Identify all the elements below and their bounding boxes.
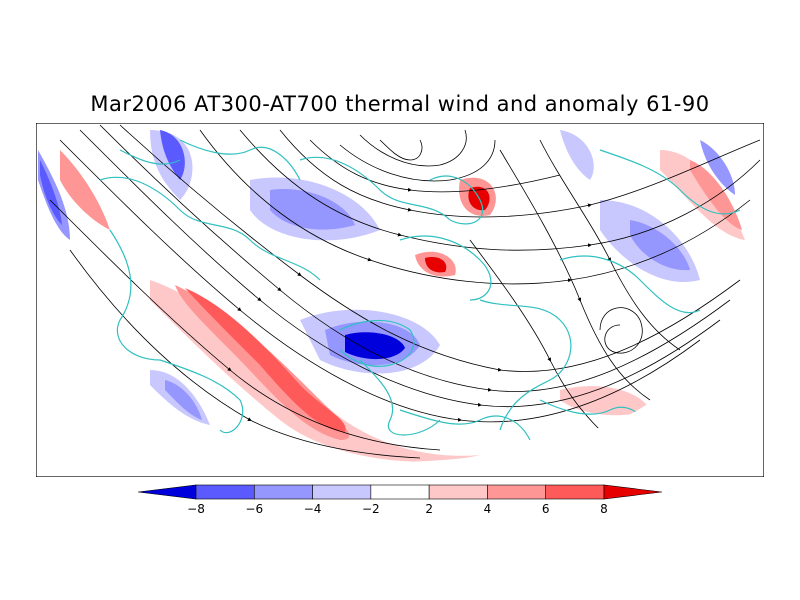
colorbar: −8 −6 −4 −2 2 4 6 8 xyxy=(137,484,663,516)
colorbar-tick-label: 2 xyxy=(425,502,433,516)
colorbar-swatch xyxy=(253,484,313,500)
colorbar-swatch xyxy=(312,484,372,500)
colorbar-tick-label: −2 xyxy=(362,502,380,516)
colorbar-tick-label: −6 xyxy=(245,502,263,516)
colorbar-tick-label: 8 xyxy=(600,502,608,516)
map-panel xyxy=(36,123,764,477)
colorbar-swatch xyxy=(195,484,255,500)
colorbar-swatch xyxy=(487,484,547,500)
colorbar-swatch xyxy=(545,484,605,500)
colorbar-tick-label: −4 xyxy=(304,502,322,516)
colorbar-min-arrow xyxy=(137,484,197,500)
colorbar-swatch xyxy=(370,484,430,500)
colorbar-max-arrow xyxy=(603,484,663,500)
colorbar-swatch xyxy=(428,484,488,500)
thermal-wind-streamlines xyxy=(49,124,761,459)
colorbar-tick-label: 4 xyxy=(484,502,492,516)
colorbar-tick-label: −8 xyxy=(187,502,205,516)
map-title: Mar2006 AT300-AT700 thermal wind and ano… xyxy=(90,92,709,116)
colorbar-tick-label: 6 xyxy=(542,502,550,516)
